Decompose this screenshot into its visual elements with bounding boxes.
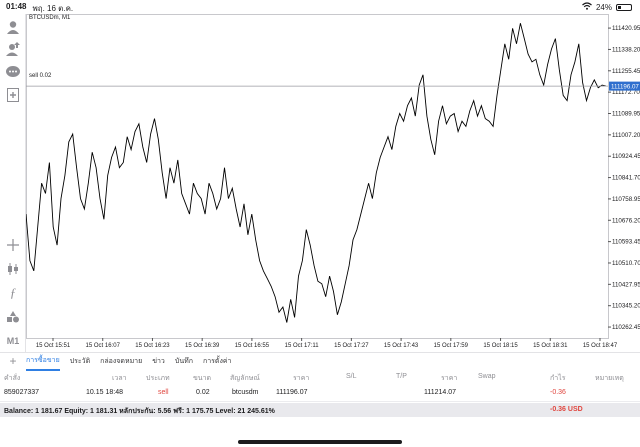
row-open-price: 111196.07 bbox=[276, 389, 308, 396]
balance-bar: Balance: 1 181.67 Equity: 1 181.31 หลักป… bbox=[0, 403, 640, 417]
objects-icon[interactable] bbox=[4, 308, 22, 326]
terminal-tabs: + การซื้อขาย ประวัติ กล่องจดหมาย ข่าว บั… bbox=[0, 352, 640, 371]
tab-mailbox[interactable]: กล่องจดหมาย bbox=[100, 357, 143, 365]
price-tick-label: 110427.95 bbox=[612, 281, 640, 288]
time-tick-label: 15 Oct 18:47 bbox=[583, 343, 618, 349]
price-tick-label: 110676.20 bbox=[612, 217, 640, 224]
person-icon[interactable] bbox=[4, 18, 22, 36]
price-tick-label: 111089.95 bbox=[612, 110, 640, 117]
balance-summary: Balance: 1 181.67 Equity: 1 181.31 หลักป… bbox=[4, 408, 275, 415]
price-tick-label: 110262.45 bbox=[612, 324, 640, 331]
home-indicator[interactable] bbox=[238, 440, 402, 444]
price-tick-label: 111255.45 bbox=[612, 68, 640, 75]
col-comment[interactable]: หมายเหตุ bbox=[595, 375, 624, 382]
price-chart[interactable]: 111420.95 111338.20 111255.45 111172.70 1110… bbox=[26, 14, 640, 352]
left-toolbar: ƒ M1 bbox=[0, 14, 26, 352]
timeframe-button[interactable]: M1 bbox=[6, 336, 20, 346]
time-tick-label: 15 Oct 17:43 bbox=[384, 343, 419, 349]
status-date: พฤ. 16 ต.ค. bbox=[32, 4, 74, 13]
tab-news[interactable]: ข่าว bbox=[152, 357, 165, 365]
person-up-icon[interactable] bbox=[4, 40, 22, 58]
time-tick-label: 15 Oct 15:51 bbox=[36, 343, 71, 349]
order-line-label: sell 0.02 bbox=[29, 73, 52, 79]
chart-symbol: BTCUSDm, M1 bbox=[29, 15, 71, 21]
wifi-icon bbox=[582, 2, 592, 12]
price-tick-label: 110924.45 bbox=[612, 153, 640, 160]
status-bar: 01:48 พฤ. 16 ต.ค. 24% bbox=[0, 0, 640, 14]
battery-level bbox=[618, 5, 621, 9]
row-size: 0.02 bbox=[196, 389, 210, 396]
crosshair-icon[interactable] bbox=[4, 236, 22, 254]
tab-settings[interactable]: การตั้งค่า bbox=[202, 357, 232, 365]
col-tp[interactable]: T/P bbox=[396, 373, 407, 380]
price-tick-label: 111172.70 bbox=[612, 89, 640, 96]
time-tick-label: 15 Oct 16:07 bbox=[86, 343, 121, 349]
tab-trade[interactable]: การซื้อขาย bbox=[26, 352, 60, 371]
candles-icon[interactable] bbox=[4, 260, 22, 278]
col-order[interactable]: คำสั่ง bbox=[4, 375, 21, 382]
time-tick-label: 15 Oct 16:39 bbox=[185, 343, 220, 349]
tab-history[interactable]: ประวัติ bbox=[69, 357, 91, 365]
price-tick-label: 110758.95 bbox=[612, 196, 640, 203]
time-tick-label: 15 Oct 17:11 bbox=[285, 343, 320, 349]
table-row[interactable]: 859027337 10.15 18:48 sell 0.02 btcusdm … bbox=[0, 386, 640, 402]
chat-icon[interactable] bbox=[4, 63, 22, 81]
col-sl[interactable]: S/L bbox=[346, 373, 357, 380]
price-tick-label: 110841.70 bbox=[612, 175, 640, 182]
time-tick-label: 15 Oct 16:23 bbox=[135, 343, 170, 349]
col-profit[interactable]: กำไร bbox=[550, 375, 566, 382]
row-symbol: btcusdm bbox=[232, 389, 259, 396]
col-swap[interactable]: Swap bbox=[478, 373, 496, 380]
row-type: sell bbox=[158, 389, 169, 396]
time-tick-label: 15 Oct 18:15 bbox=[483, 343, 518, 349]
plot-frame bbox=[26, 14, 609, 339]
current-price-label: 111196.07 bbox=[611, 83, 639, 90]
indicator-icon[interactable]: ƒ bbox=[9, 285, 17, 300]
col-time[interactable]: เวลา bbox=[112, 375, 127, 382]
trade-table-header: คำสั่ง เวลา ประเภท ขนาด สัญลักษณ์ ราคา S… bbox=[0, 370, 640, 384]
col-price[interactable]: ราคา bbox=[293, 375, 310, 382]
col-size[interactable]: ขนาด bbox=[193, 375, 212, 382]
current-price-tag bbox=[609, 81, 640, 91]
chart-canvas[interactable]: 111420.95 111338.20 111255.45 111172.70 1110… bbox=[26, 14, 640, 352]
battery-icon bbox=[616, 3, 632, 11]
col-symbol[interactable]: สัญลักษณ์ bbox=[230, 375, 260, 382]
row-current-price: 111214.07 bbox=[424, 389, 457, 396]
col-current-price[interactable]: ราคา bbox=[441, 375, 458, 382]
row-time: 10.15 18:48 bbox=[86, 389, 123, 396]
col-type[interactable]: ประเภท bbox=[146, 375, 170, 382]
tab-journal[interactable]: บันทึก bbox=[174, 357, 193, 365]
balance-profit: -0.36 USD bbox=[550, 406, 583, 413]
price-tick-label: 110510.70 bbox=[612, 260, 640, 267]
new-chart-icon[interactable] bbox=[4, 86, 22, 104]
row-order: 859027337 bbox=[4, 389, 40, 396]
time-tick-label: 15 Oct 17:27 bbox=[334, 343, 369, 349]
price-tick-label: 111420.95 bbox=[612, 25, 640, 32]
price-tick-label: 110345.20 bbox=[612, 303, 640, 310]
price-tick-label: 110593.45 bbox=[612, 239, 640, 246]
row-profit: -0.36 bbox=[550, 389, 566, 396]
status-time: 01:48 bbox=[6, 2, 27, 11]
price-tick-label: 111007.20 bbox=[612, 132, 640, 139]
add-icon[interactable]: + bbox=[9, 354, 17, 368]
time-tick-label: 15 Oct 16:55 bbox=[235, 343, 270, 349]
price-tick-label: 111338.20 bbox=[612, 46, 640, 53]
time-tick-label: 15 Oct 17:59 bbox=[434, 343, 469, 349]
battery-percent: 24% bbox=[595, 2, 612, 12]
time-tick-label: 15 Oct 18:31 bbox=[533, 343, 568, 349]
price-series-line bbox=[26, 23, 607, 323]
